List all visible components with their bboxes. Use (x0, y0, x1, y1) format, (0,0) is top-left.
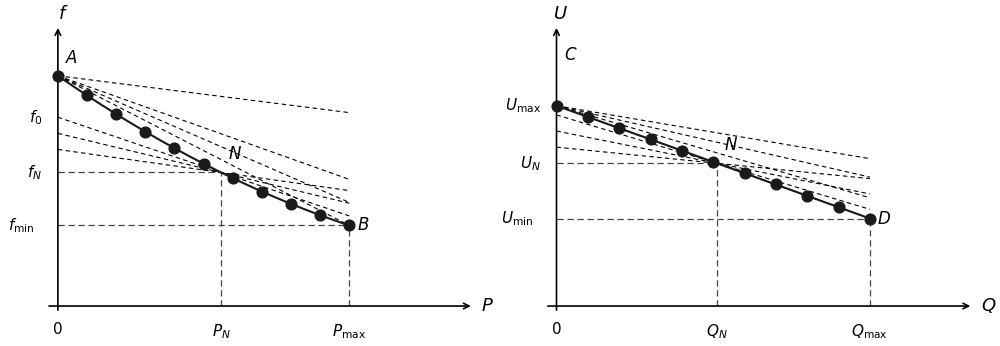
Text: P: P (481, 297, 492, 315)
Text: U: U (554, 5, 567, 23)
Point (79, 93, 95, 98)
Text: $U_{\mathrm{min}}$: $U_{\mathrm{min}}$ (501, 209, 534, 228)
Point (643, 137, 659, 142)
Text: $U_{\mathrm{max}}$: $U_{\mathrm{max}}$ (505, 97, 541, 115)
Text: $P_N$: $P_N$ (212, 322, 231, 341)
Point (862, 216, 878, 221)
Point (137, 129, 153, 135)
Point (799, 193, 815, 199)
Point (674, 148, 690, 153)
Point (341, 223, 357, 228)
Text: Q: Q (981, 297, 995, 315)
Point (283, 201, 299, 207)
Point (831, 204, 847, 210)
Point (254, 189, 270, 194)
Point (108, 111, 124, 117)
Text: D: D (878, 210, 890, 228)
Point (737, 171, 753, 176)
Text: N: N (229, 145, 241, 163)
Text: 0: 0 (552, 322, 561, 337)
Text: f: f (59, 5, 65, 23)
Point (225, 175, 241, 181)
Point (768, 182, 784, 187)
Text: A: A (66, 48, 77, 66)
Point (312, 212, 328, 218)
Text: 0: 0 (53, 322, 63, 337)
Point (549, 103, 565, 109)
Point (196, 161, 212, 166)
Text: N: N (725, 136, 737, 154)
Point (705, 159, 721, 165)
Text: $f_N$: $f_N$ (27, 163, 42, 182)
Point (611, 125, 627, 131)
Text: $Q_{\mathrm{max}}$: $Q_{\mathrm{max}}$ (851, 322, 888, 341)
Point (166, 145, 182, 151)
Text: C: C (564, 46, 576, 64)
Point (50, 73, 66, 79)
Text: $Q_N$: $Q_N$ (706, 322, 728, 341)
Text: $P_{\mathrm{max}}$: $P_{\mathrm{max}}$ (332, 322, 366, 341)
Text: $U_N$: $U_N$ (520, 154, 541, 173)
Text: $f_0$: $f_0$ (29, 108, 42, 127)
Text: $f_{\mathrm{min}}$: $f_{\mathrm{min}}$ (8, 216, 35, 235)
Point (580, 114, 596, 120)
Text: B: B (357, 217, 368, 235)
